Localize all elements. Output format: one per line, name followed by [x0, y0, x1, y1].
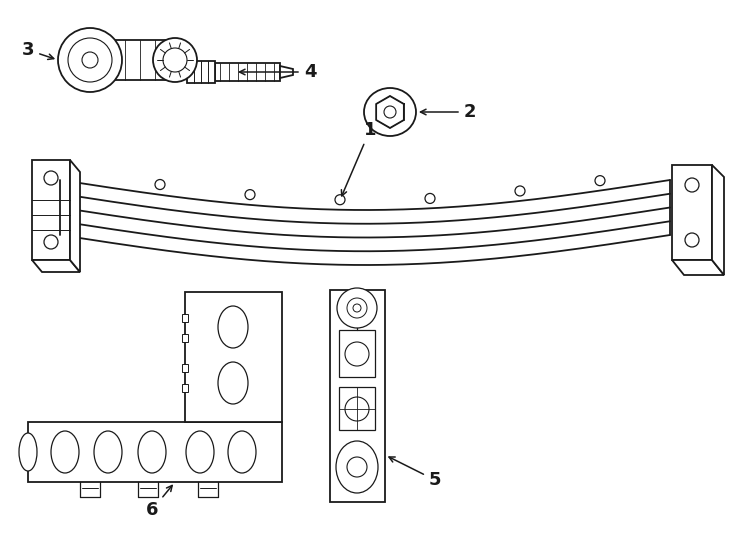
Circle shape: [44, 171, 58, 185]
Polygon shape: [32, 260, 80, 272]
Polygon shape: [339, 330, 375, 377]
Polygon shape: [215, 63, 280, 81]
Circle shape: [347, 457, 367, 477]
Polygon shape: [280, 66, 293, 78]
Text: 1: 1: [341, 121, 377, 196]
Polygon shape: [712, 165, 724, 275]
Polygon shape: [672, 165, 712, 260]
Ellipse shape: [138, 431, 166, 473]
Polygon shape: [339, 387, 375, 430]
Ellipse shape: [228, 431, 256, 473]
Circle shape: [163, 48, 187, 72]
Ellipse shape: [218, 306, 248, 348]
Polygon shape: [28, 422, 282, 482]
Polygon shape: [330, 290, 385, 502]
Circle shape: [595, 176, 605, 186]
Polygon shape: [32, 160, 70, 260]
Circle shape: [347, 298, 367, 318]
Ellipse shape: [94, 431, 122, 473]
Polygon shape: [672, 260, 724, 275]
Polygon shape: [70, 160, 80, 272]
Text: 4: 4: [239, 63, 316, 81]
Polygon shape: [182, 364, 188, 372]
Circle shape: [82, 52, 98, 68]
Circle shape: [245, 190, 255, 200]
Polygon shape: [182, 334, 188, 342]
Circle shape: [337, 288, 377, 328]
Ellipse shape: [186, 431, 214, 473]
Polygon shape: [110, 40, 175, 80]
Ellipse shape: [218, 362, 248, 404]
Circle shape: [58, 28, 122, 92]
Polygon shape: [182, 384, 188, 392]
Circle shape: [153, 38, 197, 82]
Text: 3: 3: [22, 41, 54, 59]
Ellipse shape: [364, 88, 416, 136]
Circle shape: [384, 106, 396, 118]
Circle shape: [335, 195, 345, 205]
Circle shape: [425, 193, 435, 204]
Circle shape: [44, 235, 58, 249]
Polygon shape: [182, 314, 188, 322]
Text: 6: 6: [146, 485, 172, 519]
Polygon shape: [185, 292, 282, 422]
Circle shape: [515, 186, 525, 196]
Circle shape: [155, 179, 165, 190]
Text: 2: 2: [421, 103, 476, 121]
Circle shape: [685, 233, 699, 247]
Circle shape: [345, 342, 369, 366]
Circle shape: [685, 178, 699, 192]
Ellipse shape: [51, 431, 79, 473]
Ellipse shape: [19, 433, 37, 471]
Ellipse shape: [336, 441, 378, 493]
Polygon shape: [187, 61, 215, 83]
Text: 5: 5: [389, 457, 441, 489]
Circle shape: [68, 38, 112, 82]
Circle shape: [353, 304, 361, 312]
Circle shape: [345, 397, 369, 421]
